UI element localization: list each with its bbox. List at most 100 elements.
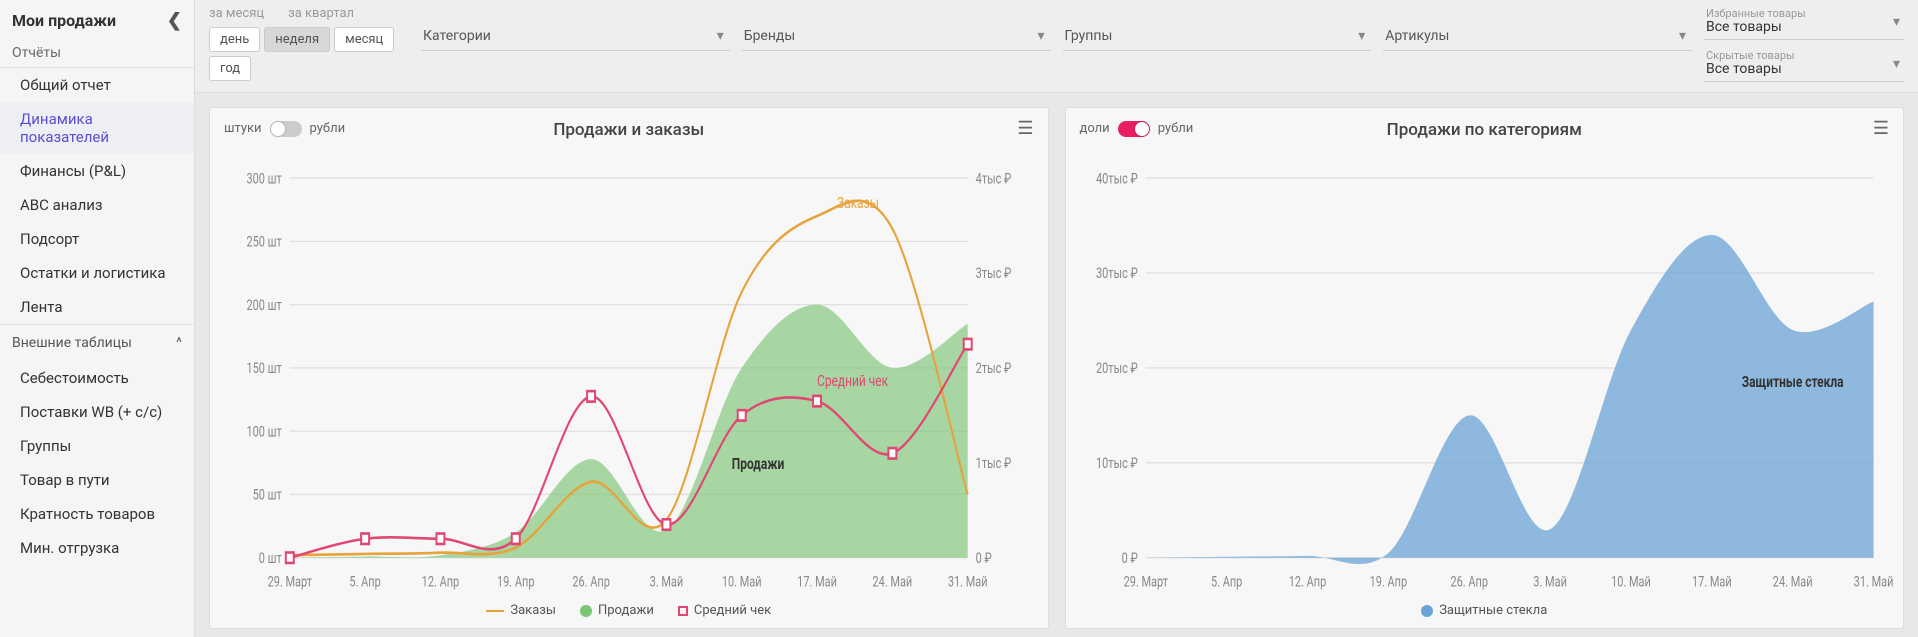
svg-text:Средний чек: Средний чек [817,372,888,390]
svg-text:3. Май: 3. Май [650,574,684,591]
filter-favorites-value: Все товары [1706,19,1806,35]
period-tabs: за месяц за квартал [209,6,409,21]
units-toggle[interactable] [270,121,302,137]
chevron-down-icon: ▾ [1893,14,1900,30]
svg-text:26. Апр: 26. Апр [1450,574,1488,591]
svg-text:Заказы: Заказы [837,195,879,213]
svg-text:24. Май: 24. Май [1772,574,1812,591]
filter-groups[interactable]: Группы ▾ [1063,24,1372,51]
svg-text:1тыс ₽: 1тыс ₽ [976,456,1012,473]
svg-text:12. Апр: 12. Апр [1288,574,1326,591]
granularity-button[interactable]: месяц [334,27,394,52]
svg-text:24. Май: 24. Май [873,574,913,591]
svg-text:Защитные стекла: Защитные стекла [1741,373,1843,391]
legend-glass[interactable]: Защитные стекла [1421,603,1547,618]
svg-text:10. Май: 10. Май [1611,574,1651,591]
svg-text:29. Март: 29. Март [1123,574,1167,591]
sidebar-item[interactable]: Кратность товаров [0,497,194,531]
svg-text:12. Апр: 12. Апр [422,574,460,591]
filter-articles[interactable]: Артикулы ▾ [1383,24,1692,51]
svg-text:200 шт: 200 шт [246,297,281,314]
svg-text:30тыс ₽: 30тыс ₽ [1096,266,1138,283]
hamburger-icon[interactable]: ☰ [1017,118,1033,139]
sidebar-item[interactable]: Остатки и логистика [0,256,194,290]
sidebar-title: Мои продажи [12,11,116,30]
svg-text:17. Май: 17. Май [1691,574,1731,591]
filter-hidden-value: Все товары [1706,61,1795,77]
legend-avg[interactable]: Средний чек [678,603,771,618]
chevron-down-icon: ▾ [1358,28,1365,44]
sidebar-item[interactable]: Поставки WB (+ c/c) [0,395,194,429]
svg-text:5. Апр: 5. Апр [1210,574,1241,591]
units-toggle[interactable] [1118,121,1150,137]
filter-brands[interactable]: Бренды ▾ [742,24,1051,51]
svg-text:10тыс ₽: 10тыс ₽ [1096,456,1138,473]
svg-text:100 шт: 100 шт [246,424,281,441]
chevron-down-icon: ▾ [717,28,724,44]
toggle-label-right: рубли [1158,121,1194,136]
sidebar-item[interactable]: Финансы (P&L) [0,154,194,188]
toggle-label-left: штуки [224,121,262,136]
chart-sales-orders: штуки рубли ☰ Продажи и заказы 0 шт50 шт… [209,107,1049,629]
svg-text:3. Май: 3. Май [1533,574,1567,591]
sidebar-item[interactable]: Общий отчет [0,68,194,102]
period-tab[interactable]: за квартал [288,6,354,21]
svg-text:250 шт: 250 шт [246,234,281,251]
sidebar-item[interactable]: ABC анализ [0,188,194,222]
svg-text:Продажи: Продажи [732,456,785,474]
svg-text:0 шт: 0 шт [259,551,282,568]
sidebar-section-external-label: Внешние таблицы [12,335,132,351]
svg-text:150 шт: 150 шт [246,361,281,378]
period-tab[interactable]: за месяц [209,6,264,21]
sidebar: Мои продажи ❮ Отчёты Общий отчетДинамика… [0,0,195,637]
filter-groups-label: Группы [1065,28,1113,44]
svg-text:0 ₽: 0 ₽ [1121,551,1138,568]
sidebar-item[interactable]: Мин. отгрузка [0,531,194,565]
legend-orders[interactable]: Заказы [486,603,556,618]
sidebar-section-external[interactable]: Внешние таблицы ^ [0,324,194,361]
svg-text:20тыс ₽: 20тыс ₽ [1096,361,1138,378]
chevron-down-icon: ▾ [1893,56,1900,72]
svg-text:10. Май: 10. Май [722,574,762,591]
filter-articles-label: Артикулы [1385,28,1449,44]
svg-text:0 ₽: 0 ₽ [976,551,993,568]
filter-favorites[interactable]: Избранные товары Все товары ▾ [1704,6,1904,40]
hamburger-icon[interactable]: ☰ [1873,118,1889,139]
svg-text:26. Апр: 26. Апр [572,574,610,591]
toggle-label-right: рубли [310,121,346,136]
svg-text:4тыс ₽: 4тыс ₽ [976,171,1012,188]
chart-legend: Защитные стекла [1076,597,1894,620]
svg-text:31. Май: 31. Май [948,574,988,591]
granularity-buttons: деньнеделямесяц год [209,27,409,81]
svg-text:3тыс ₽: 3тыс ₽ [976,266,1012,283]
svg-text:19. Апр: 19. Апр [1369,574,1407,591]
sidebar-item[interactable]: Товар в пути [0,463,194,497]
svg-text:300 шт: 300 шт [246,171,281,188]
granularity-button[interactable]: день [209,27,260,52]
sidebar-section-reports: Отчёты [0,39,194,67]
sidebar-item[interactable]: Подсорт [0,222,194,256]
sidebar-header: Мои продажи ❮ [0,4,194,39]
filter-brands-label: Бренды [744,28,796,44]
filters-bar: за месяц за квартал деньнеделямесяц год Ка… [195,0,1918,93]
filter-hidden[interactable]: Скрытые товары Все товары ▾ [1704,48,1904,82]
sidebar-item[interactable]: Себестоимость [0,361,194,395]
chart-legend: Заказы Продажи Средний чек [220,597,1038,620]
filter-categories[interactable]: Категории▾ [421,24,730,51]
chart-sales-by-category: доли рубли ☰ Продажи по категориям 0 ₽10… [1065,107,1905,629]
sidebar-item[interactable]: Динамика показателей [0,102,194,154]
svg-text:50 шт: 50 шт [253,487,282,504]
toggle-label-left: доли [1080,121,1110,136]
svg-text:17. Май: 17. Май [797,574,837,591]
sidebar-item[interactable]: Группы [0,429,194,463]
chevron-up-icon: ^ [176,335,182,351]
granularity-button[interactable]: год [209,56,251,81]
granularity-button[interactable]: неделя [264,27,330,52]
legend-sales[interactable]: Продажи [580,603,654,618]
sidebar-item[interactable]: Лента [0,290,194,324]
chevron-down-icon: ▾ [1679,28,1686,44]
chevron-down-icon: ▾ [1037,28,1044,44]
svg-text:19. Апр: 19. Апр [497,574,535,591]
svg-text:31. Май: 31. Май [1853,574,1893,591]
collapse-sidebar-icon[interactable]: ❮ [167,10,182,31]
